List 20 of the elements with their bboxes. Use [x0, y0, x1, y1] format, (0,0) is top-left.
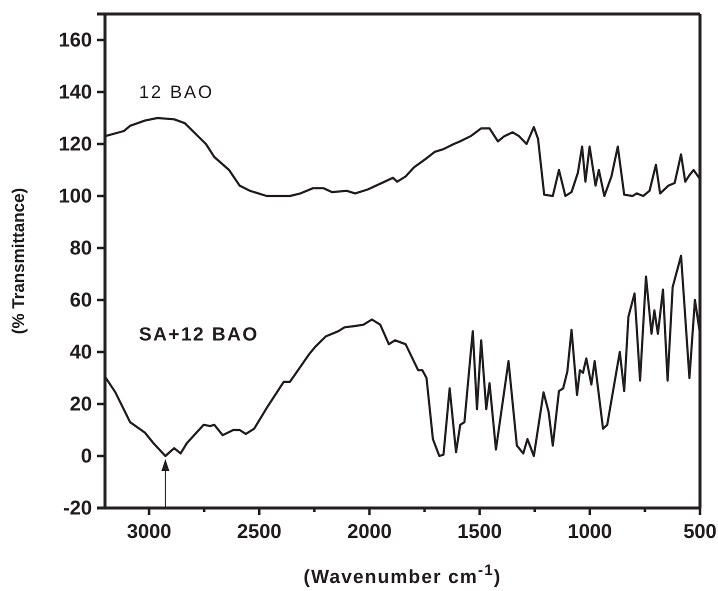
x-tick-label: 2000	[347, 521, 392, 544]
x-tick-label: 1000	[568, 521, 612, 544]
y-tick-label: 100	[58, 185, 92, 208]
x-tick-label: 500	[683, 521, 717, 544]
y-tick-label: 140	[58, 81, 92, 104]
y-axis-title: (% Transmittance)	[9, 188, 28, 334]
y-tick-label: 160	[58, 29, 92, 52]
y-tick-label: 0	[80, 445, 92, 468]
y-tick-label: 60	[70, 289, 92, 312]
text: SA+12 BAO	[139, 324, 259, 346]
y-tick-label: -20	[63, 497, 92, 520]
y-tick-label: 40	[70, 341, 92, 364]
y-tick-label: 20	[70, 393, 92, 416]
y-tick-label: 80	[70, 237, 92, 260]
x-tick-label: 3000	[126, 521, 172, 544]
x-tick-label: 2500	[237, 521, 282, 544]
y-tick-label: 120	[58, 133, 92, 156]
series-label: 12 BAO	[139, 82, 214, 102]
x-axis-title: (Wavenumber cm$^{-1}$)	[304, 562, 502, 588]
x-tick-label: 1500	[457, 521, 502, 544]
